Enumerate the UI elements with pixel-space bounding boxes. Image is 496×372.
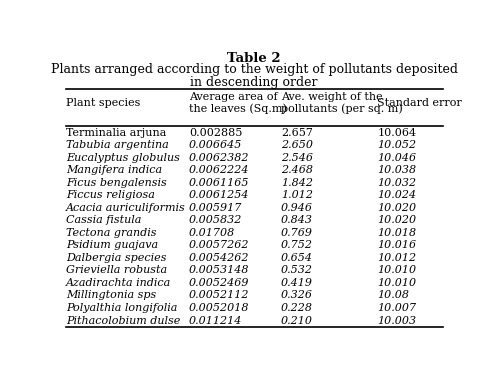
Text: 0.0052112: 0.0052112 <box>189 291 249 301</box>
Text: Millingtonia sps: Millingtonia sps <box>66 291 156 301</box>
Text: Dalbergia species: Dalbergia species <box>66 253 166 263</box>
Text: Acacia auriculiformis: Acacia auriculiformis <box>66 203 186 213</box>
Text: Ficcus religiosa: Ficcus religiosa <box>66 190 155 200</box>
Text: 0.326: 0.326 <box>281 291 313 301</box>
Text: 0.228: 0.228 <box>281 303 313 313</box>
Text: Grieviella robusta: Grieviella robusta <box>66 265 167 275</box>
Text: 1.012: 1.012 <box>281 190 313 200</box>
Text: Eucalyptus globulus: Eucalyptus globulus <box>66 153 180 163</box>
Text: 0.843: 0.843 <box>281 215 313 225</box>
Text: 2.657: 2.657 <box>281 128 313 138</box>
Text: 10.012: 10.012 <box>377 253 416 263</box>
Text: 0.532: 0.532 <box>281 265 313 275</box>
Text: in descending order: in descending order <box>190 76 318 89</box>
Text: 10.024: 10.024 <box>377 190 416 200</box>
Text: Average area of
the leaves (Sq.m): Average area of the leaves (Sq.m) <box>189 92 287 115</box>
Text: 2.650: 2.650 <box>281 140 313 150</box>
Text: 0.769: 0.769 <box>281 228 313 238</box>
Text: 2.546: 2.546 <box>281 153 313 163</box>
Text: Standard error: Standard error <box>377 98 462 108</box>
Text: Psidium guajava: Psidium guajava <box>66 240 158 250</box>
Text: 10.016: 10.016 <box>377 240 416 250</box>
Text: 10.032: 10.032 <box>377 178 416 187</box>
Text: 10.052: 10.052 <box>377 140 416 150</box>
Text: 10.010: 10.010 <box>377 265 416 275</box>
Text: Polyalthia longifolia: Polyalthia longifolia <box>66 303 177 313</box>
Text: 0.0054262: 0.0054262 <box>189 253 249 263</box>
Text: Plant species: Plant species <box>66 98 140 108</box>
Text: 10.003: 10.003 <box>377 315 416 326</box>
Text: 0.005832: 0.005832 <box>189 215 242 225</box>
Text: 0.0062224: 0.0062224 <box>189 165 249 175</box>
Text: Plants arranged according to the weight of pollutants deposited: Plants arranged according to the weight … <box>51 63 458 76</box>
Text: Azadirachta indica: Azadirachta indica <box>66 278 171 288</box>
Text: Mangifera indica: Mangifera indica <box>66 165 162 175</box>
Text: Ficus bengalensis: Ficus bengalensis <box>66 178 167 187</box>
Text: 0.0052469: 0.0052469 <box>189 278 249 288</box>
Text: 10.018: 10.018 <box>377 228 416 238</box>
Text: 0.210: 0.210 <box>281 315 313 326</box>
Text: 0.005917: 0.005917 <box>189 203 242 213</box>
Text: 10.038: 10.038 <box>377 165 416 175</box>
Text: Terminalia arjuna: Terminalia arjuna <box>66 128 166 138</box>
Text: Ave. weight of the
pollutants (per sq. m): Ave. weight of the pollutants (per sq. m… <box>281 92 403 115</box>
Text: Cassia fistula: Cassia fistula <box>66 215 141 225</box>
Text: 0.752: 0.752 <box>281 240 313 250</box>
Text: 10.08: 10.08 <box>377 291 409 301</box>
Text: Pithacolobium dulse: Pithacolobium dulse <box>66 315 180 326</box>
Text: 10.010: 10.010 <box>377 278 416 288</box>
Text: 2.468: 2.468 <box>281 165 313 175</box>
Text: 10.020: 10.020 <box>377 215 416 225</box>
Text: 0.946: 0.946 <box>281 203 313 213</box>
Text: Tectona grandis: Tectona grandis <box>66 228 156 238</box>
Text: 0.0061254: 0.0061254 <box>189 190 249 200</box>
Text: 10.020: 10.020 <box>377 203 416 213</box>
Text: 0.0062382: 0.0062382 <box>189 153 249 163</box>
Text: 0.011214: 0.011214 <box>189 315 242 326</box>
Text: Table 2: Table 2 <box>227 52 281 65</box>
Text: 10.064: 10.064 <box>377 128 416 138</box>
Text: 0.002885: 0.002885 <box>189 128 242 138</box>
Text: 1.842: 1.842 <box>281 178 313 187</box>
Text: 0.0061165: 0.0061165 <box>189 178 249 187</box>
Text: Tabubia argentina: Tabubia argentina <box>66 140 169 150</box>
Text: 0.654: 0.654 <box>281 253 313 263</box>
Text: 0.01708: 0.01708 <box>189 228 235 238</box>
Text: 0.006645: 0.006645 <box>189 140 242 150</box>
Text: 10.046: 10.046 <box>377 153 416 163</box>
Text: 0.0053148: 0.0053148 <box>189 265 249 275</box>
Text: 0.0052018: 0.0052018 <box>189 303 249 313</box>
Text: 0.419: 0.419 <box>281 278 313 288</box>
Text: 0.0057262: 0.0057262 <box>189 240 249 250</box>
Text: 10.007: 10.007 <box>377 303 416 313</box>
